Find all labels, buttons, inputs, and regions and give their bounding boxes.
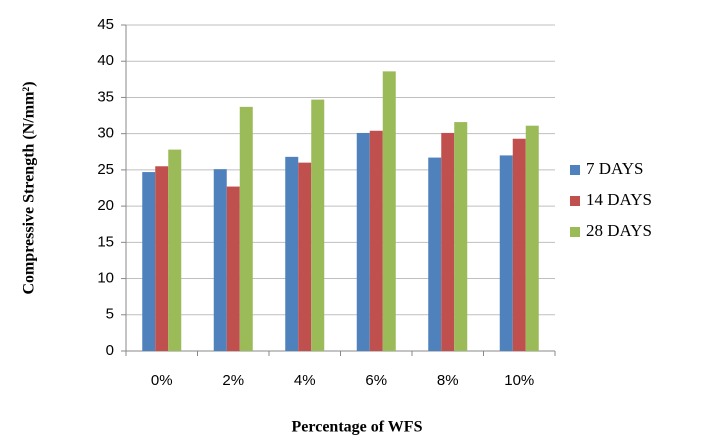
bar (369, 130, 383, 351)
x-tick-label: 0% (151, 372, 173, 389)
bar (428, 157, 442, 351)
legend-label: 7 DAYS (586, 159, 643, 178)
bar (382, 71, 396, 351)
bar (285, 156, 299, 351)
bar (155, 166, 169, 351)
bar (499, 155, 513, 351)
bar (142, 172, 156, 351)
bar (311, 99, 325, 352)
x-tick-label: 4% (294, 372, 316, 389)
bar (441, 132, 455, 351)
x-axis-title: Percentage of WFS (292, 419, 423, 436)
legend-swatch (570, 227, 580, 237)
x-tick-label: 8% (437, 372, 459, 389)
bar (298, 162, 312, 351)
y-tick-label: 40 (97, 52, 114, 69)
bar (512, 138, 526, 351)
y-tick-label: 20 (97, 197, 114, 214)
y-tick-label: 15 (97, 233, 114, 250)
legend-label: 14 DAYS (586, 190, 652, 209)
bar (213, 169, 227, 351)
y-tick-label: 35 (97, 88, 114, 105)
x-tick-label: 6% (365, 372, 387, 389)
y-tick-label: 10 (97, 270, 114, 287)
bar (239, 106, 253, 352)
y-tick-label: 0 (106, 342, 114, 359)
bar (226, 186, 240, 351)
bar (454, 122, 468, 351)
bar (168, 149, 182, 351)
y-tick-label: 45 (97, 16, 114, 33)
legend-swatch (570, 196, 580, 206)
y-tick-label: 5 (106, 306, 114, 323)
bar (525, 125, 539, 351)
legend-swatch (570, 165, 580, 175)
y-axis-title: Compressive Strength (N/mm²) (21, 81, 38, 294)
legend-label: 28 DAYS (586, 221, 652, 240)
y-tick-label: 30 (97, 125, 114, 142)
y-tick-label: 25 (97, 161, 114, 178)
x-tick-label: 10% (504, 372, 534, 389)
bar (356, 132, 370, 351)
x-tick-label: 2% (222, 372, 244, 389)
